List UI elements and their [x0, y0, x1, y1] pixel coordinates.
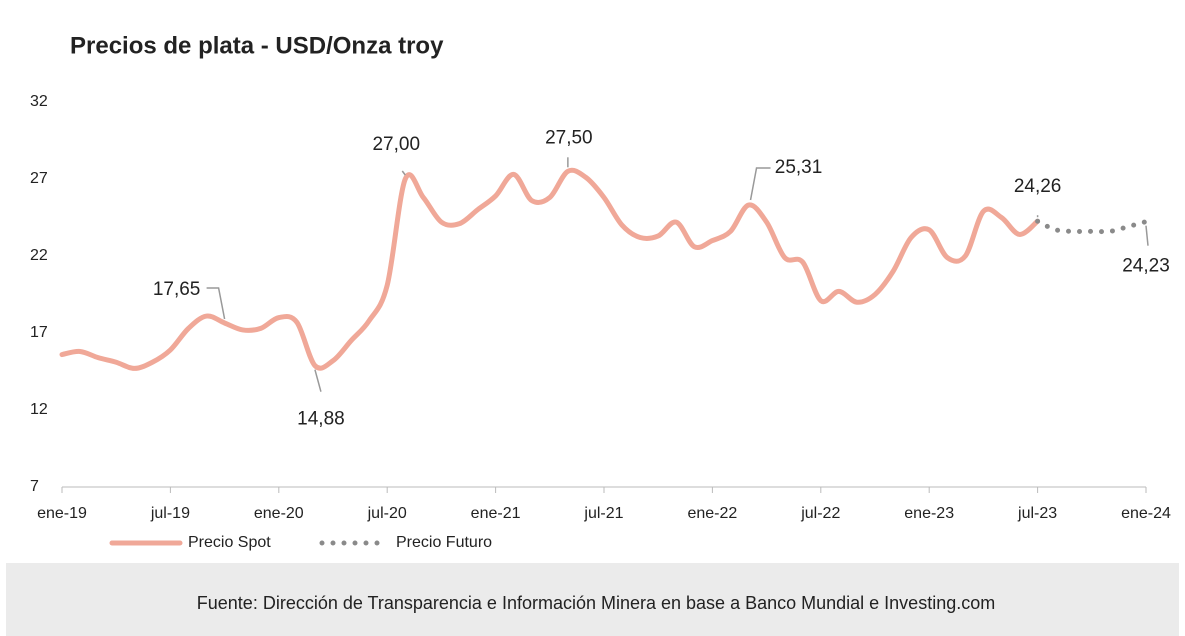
y-tick-label: 32 — [30, 93, 48, 110]
x-tick-label: jul-23 — [1017, 505, 1057, 522]
legend-label: Precio Futuro — [396, 534, 492, 551]
chart-title: Precios de plata - USD/Onza troy — [70, 32, 444, 59]
x-tick-label: ene-20 — [254, 505, 304, 522]
leader-line — [206, 287, 226, 320]
footer — [6, 563, 1179, 636]
leader-line — [401, 170, 406, 176]
x-tick-label: jul-22 — [800, 505, 840, 522]
data-label: 24,26 — [1014, 176, 1062, 197]
y-tick-label: 27 — [30, 170, 48, 187]
x-tick-label: ene-24 — [1121, 505, 1171, 522]
y-tick-label: 12 — [30, 401, 48, 418]
x-tick-label: jul-21 — [583, 505, 623, 522]
leader-line — [314, 369, 322, 392]
x-tick-label: ene-23 — [904, 505, 954, 522]
x-tick-label: jul-19 — [150, 505, 190, 522]
leader-line — [749, 167, 771, 201]
y-tick-label: 7 — [30, 478, 39, 495]
y-tick-label: 17 — [30, 324, 48, 341]
data-label: 25,31 — [775, 157, 823, 178]
x-tick-label: ene-22 — [687, 505, 737, 522]
data-label: 24,23 — [1122, 256, 1170, 277]
x-tick-label: ene-19 — [37, 505, 87, 522]
x-tick-label: jul-20 — [367, 505, 407, 522]
line-series — [59, 167, 1041, 371]
data-label: 27,00 — [372, 134, 420, 155]
legend-label: Precio Spot — [188, 534, 271, 551]
y-tick-label: 22 — [30, 247, 48, 264]
x-tick-label: ene-21 — [471, 505, 521, 522]
data-label: 17,65 — [153, 279, 201, 300]
line-series — [1035, 218, 1149, 235]
data-label: 14,88 — [297, 409, 345, 430]
source: Fuente: Dirección de Transparencia e Inf… — [197, 593, 995, 613]
leader-line — [1145, 225, 1149, 246]
data-label: 27,50 — [545, 127, 593, 148]
